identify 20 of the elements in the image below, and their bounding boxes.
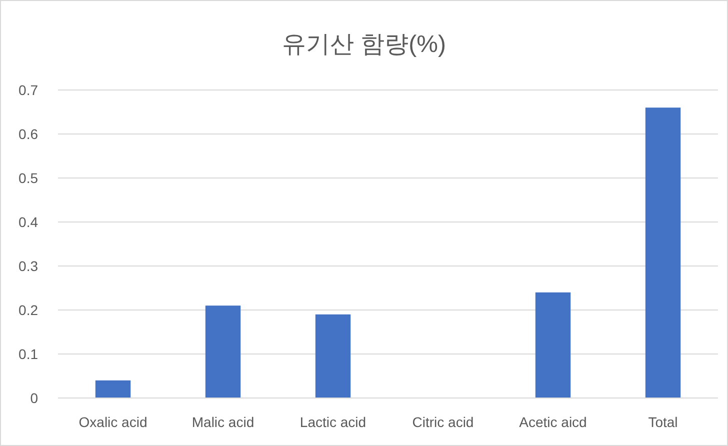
x-tick-label: Citric acid: [412, 414, 474, 430]
y-tick-label: 0.2: [18, 302, 38, 318]
bar: [95, 380, 131, 398]
y-tick-label: 0.7: [18, 82, 38, 98]
x-tick-label: Acetic aicd: [519, 414, 587, 430]
x-tick-label: Total: [648, 414, 678, 430]
y-tick-label: 0.3: [18, 258, 38, 274]
x-tick-label: Lactic acid: [300, 414, 366, 430]
y-tick-label: 0.6: [18, 126, 38, 142]
y-tick-label: 0.4: [18, 214, 38, 230]
y-tick-label: 0.5: [18, 170, 38, 186]
bar: [645, 108, 681, 398]
x-tick-label: Malic acid: [192, 414, 254, 430]
chart-title: 유기산 함량(%): [282, 31, 446, 58]
bar: [535, 292, 571, 398]
bar: [205, 306, 241, 398]
y-tick-label: 0: [30, 390, 38, 406]
y-tick-label: 0.1: [18, 346, 38, 362]
bar: [315, 314, 351, 398]
x-tick-label: Oxalic acid: [78, 414, 148, 430]
